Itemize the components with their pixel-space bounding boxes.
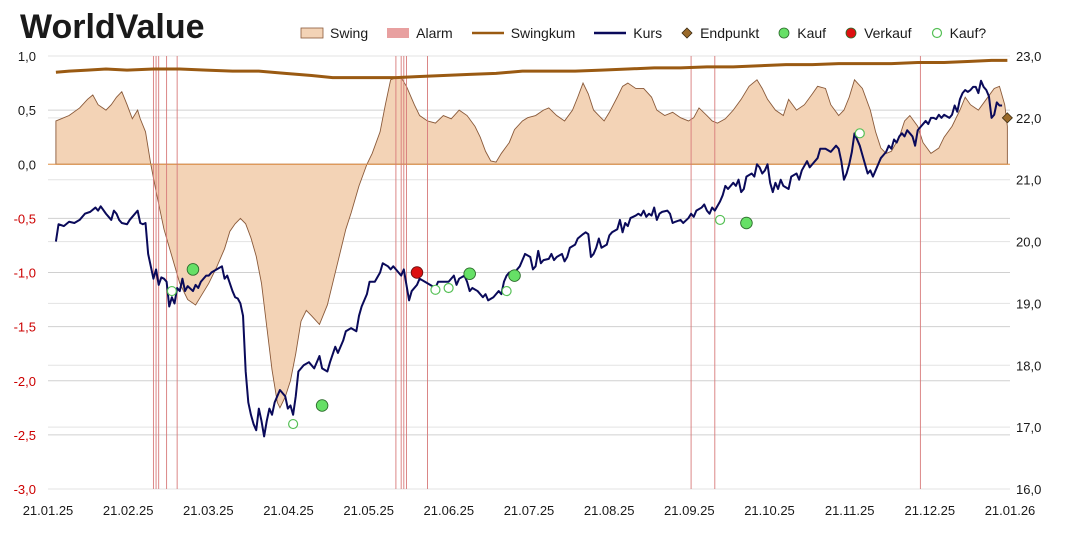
x-tick-label: 21.12.25 bbox=[905, 503, 956, 518]
legend-item: Kauf? bbox=[930, 25, 987, 41]
y-right-tick-label: 20,0 bbox=[1016, 235, 1041, 250]
y-right-tick-label: 23,0 bbox=[1016, 49, 1041, 64]
x-tick-label: 21.03.25 bbox=[183, 503, 234, 518]
legend-symbol bbox=[300, 27, 324, 39]
y-left-tick-label: -1,5 bbox=[14, 320, 36, 335]
verkauf-marker bbox=[410, 266, 424, 279]
legend-item: Swing bbox=[300, 25, 368, 41]
legend-label: Kauf bbox=[797, 25, 827, 41]
kauf-fragezeichen-marker bbox=[288, 418, 299, 430]
legend-item: Alarm bbox=[386, 25, 453, 41]
chart-legend: Swing Alarm Swingkum Kurs Endpunkt Kauf Verkau… bbox=[300, 22, 1004, 44]
x-tick-label: 21.09.25 bbox=[664, 503, 715, 518]
x-tick-label: 21.06.25 bbox=[424, 503, 475, 518]
kauf-marker bbox=[315, 399, 329, 412]
x-tick-label: 21.08.25 bbox=[584, 503, 635, 518]
y-right-tick-label: 21,0 bbox=[1016, 173, 1041, 188]
y-left-tick-label: 0,0 bbox=[18, 157, 36, 172]
legend-label: Verkauf bbox=[864, 25, 912, 41]
x-tick-label: 21.10.25 bbox=[744, 503, 795, 518]
y-left-tick-label: 0,5 bbox=[18, 103, 36, 118]
legend-symbol bbox=[931, 27, 942, 39]
legend-label: Endpunkt bbox=[700, 25, 760, 41]
legend-symbol bbox=[387, 28, 410, 38]
legend-symbol bbox=[778, 27, 790, 39]
legend-symbol bbox=[471, 31, 504, 35]
legend-item: Verkauf bbox=[844, 25, 912, 41]
kauf-fragezeichen-marker bbox=[501, 285, 512, 297]
kauf-marker bbox=[186, 263, 200, 276]
legend-item: Kurs bbox=[593, 25, 662, 41]
legend-symbol-shape bbox=[300, 27, 324, 39]
swing-area bbox=[55, 77, 1008, 409]
y-left-tick-label: -1,0 bbox=[14, 266, 36, 281]
chart-title: WorldValue bbox=[20, 8, 205, 46]
legend-label: Swingkum bbox=[510, 25, 576, 41]
kauf-fragezeichen-marker bbox=[443, 282, 454, 294]
kauf-fragezeichen-marker bbox=[166, 285, 177, 297]
x-tick-label: 21.07.25 bbox=[504, 503, 555, 518]
y-left-tick-label: -3,0 bbox=[14, 482, 36, 497]
y-left-tick-label: -2,0 bbox=[14, 374, 36, 389]
legend-symbol bbox=[594, 31, 627, 35]
y-left-tick-label: -0,5 bbox=[14, 211, 36, 226]
legend-label: Kurs bbox=[633, 25, 663, 41]
y-right-tick-label: 16,0 bbox=[1016, 482, 1041, 497]
kauf-fragezeichen-marker bbox=[430, 284, 441, 295]
y-right-tick-label: 19,0 bbox=[1016, 296, 1041, 311]
legend-symbol-shape bbox=[681, 27, 693, 39]
legend-item: Swingkum bbox=[471, 25, 576, 41]
y-right-tick-label: 17,0 bbox=[1016, 420, 1041, 435]
kurs-line bbox=[54, 79, 1003, 438]
x-tick-label: 21.05.25 bbox=[343, 503, 394, 518]
x-tick-label: 21.04.25 bbox=[263, 503, 314, 518]
y-left-tick-label: 1,0 bbox=[18, 49, 36, 64]
legend-symbol bbox=[681, 27, 693, 39]
kauf-fragezeichen-marker bbox=[714, 214, 726, 226]
legend-symbol bbox=[845, 27, 857, 39]
legend-symbol-shape bbox=[931, 27, 942, 39]
kauf-marker bbox=[508, 269, 521, 282]
legend-symbol-shape bbox=[387, 28, 410, 38]
y-right-tick-label: 18,0 bbox=[1016, 358, 1041, 373]
kauf-marker bbox=[740, 216, 753, 230]
y-right-tick-label: 22,0 bbox=[1016, 111, 1041, 126]
x-tick-label: 21.01.25 bbox=[23, 503, 74, 518]
x-tick-label: 21.02.25 bbox=[103, 503, 154, 518]
legend-label: Kauf? bbox=[949, 25, 987, 41]
legend-label: Swing bbox=[330, 25, 369, 41]
legend-item: Endpunkt bbox=[680, 25, 759, 41]
legend-item: Kauf bbox=[777, 25, 826, 41]
legend-label: Alarm bbox=[416, 25, 453, 41]
kauf-marker bbox=[463, 267, 476, 280]
x-tick-label: 21.11.25 bbox=[825, 503, 875, 518]
kauf-fragezeichen-marker bbox=[854, 128, 865, 139]
legend-symbol-shape bbox=[845, 27, 857, 39]
legend-symbol-shape bbox=[778, 27, 790, 39]
swingkum-line bbox=[55, 58, 1008, 80]
y-left-tick-label: -2,5 bbox=[14, 428, 36, 443]
endpunkt-marker bbox=[1001, 112, 1013, 124]
x-tick-label: 21.01.26 bbox=[985, 503, 1036, 518]
